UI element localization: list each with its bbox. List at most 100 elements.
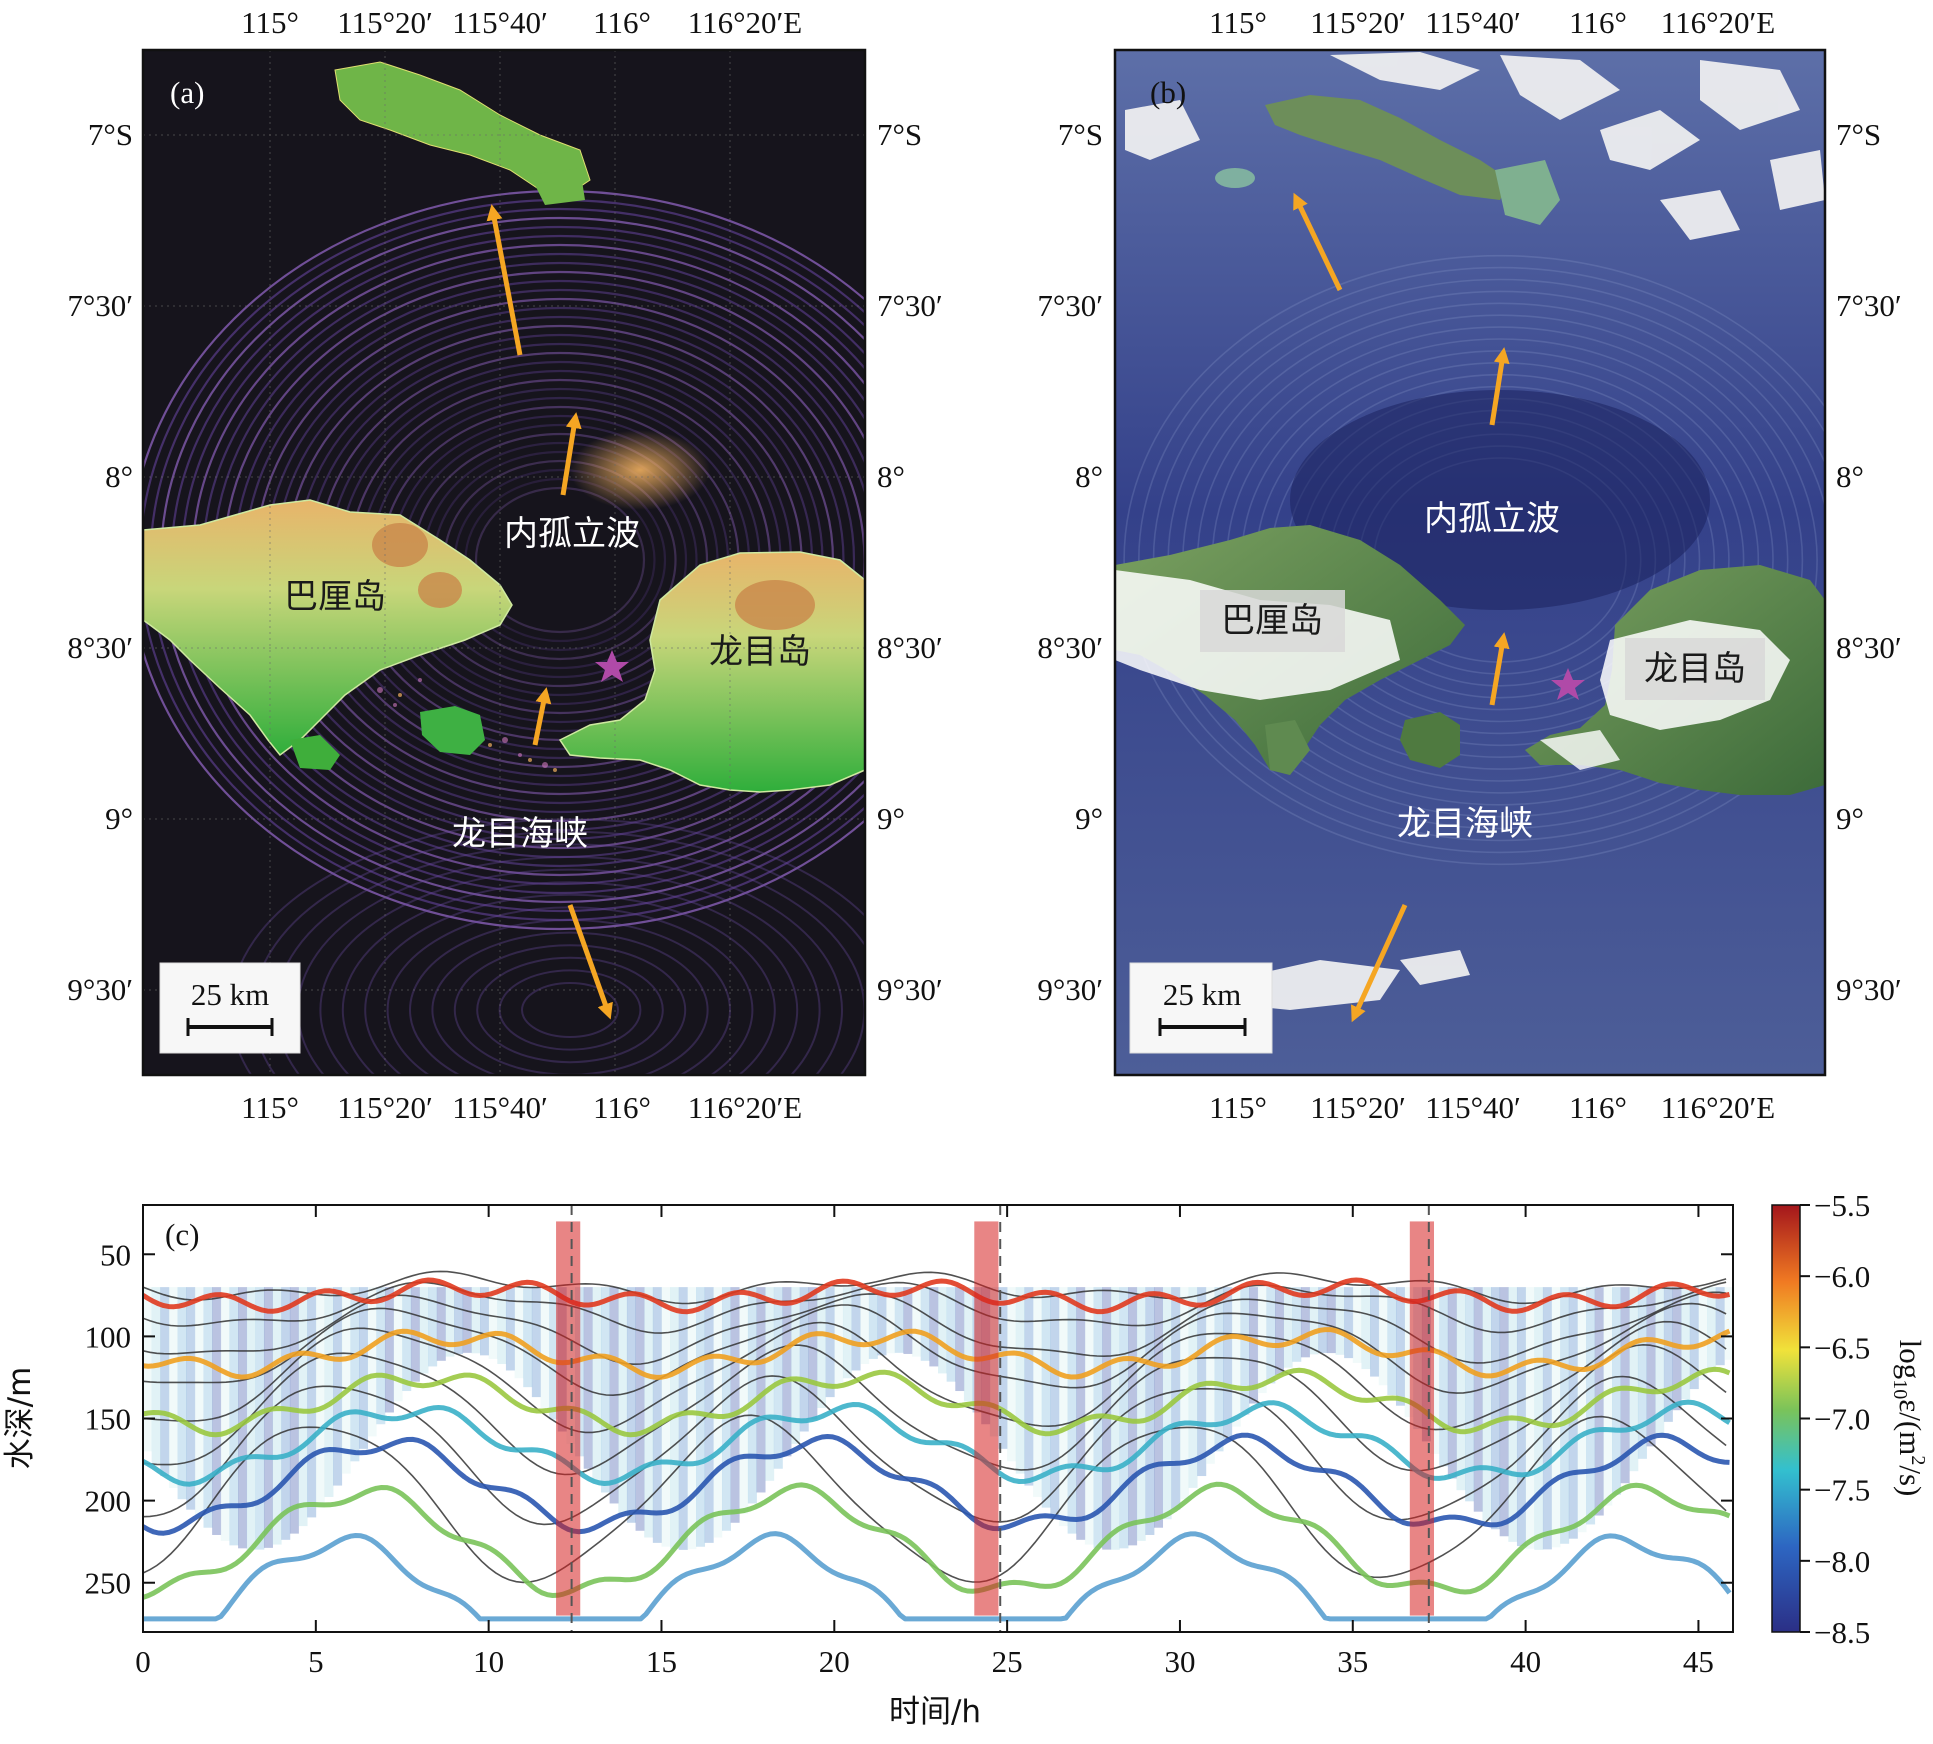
dissipation-cell xyxy=(488,1287,498,1359)
dissipation-cell xyxy=(1387,1287,1397,1396)
tick-label: 9°30′ xyxy=(1037,972,1103,1007)
dissipation-cell xyxy=(376,1287,386,1425)
dissipation-cell xyxy=(480,1287,489,1356)
tick-label: 7°S xyxy=(1058,117,1103,152)
panel-a-scale-bar xyxy=(159,962,301,1054)
x-tick-label: 20 xyxy=(819,1644,850,1679)
tick-label: 9° xyxy=(1836,801,1864,836)
tick-label: 8° xyxy=(1075,459,1103,494)
epsilon-trace xyxy=(143,1327,1731,1380)
colorbar-tick-label: −8.0 xyxy=(1814,1544,1870,1579)
dissipation-cell xyxy=(842,1287,852,1379)
wave-ring-south xyxy=(521,982,619,1038)
dissipation-cell xyxy=(1309,1287,1319,1355)
dissipation-cell xyxy=(1257,1287,1267,1394)
x-tick-label: 30 xyxy=(1164,1644,1195,1679)
dissipation-cell xyxy=(549,1287,559,1420)
wave-ring xyxy=(474,486,646,634)
dissipation-cell xyxy=(1214,1287,1224,1452)
x-tick-label: 35 xyxy=(1337,1644,1368,1679)
dissipation-cell xyxy=(1603,1287,1613,1506)
panel-b-scale-text: 25 km xyxy=(1163,977,1241,1012)
epsilon-trace xyxy=(143,1366,1731,1438)
tick-label: 8°30′ xyxy=(877,630,943,665)
tick-label: 8° xyxy=(877,459,905,494)
dissipation-cell xyxy=(1344,1287,1354,1359)
dissipation-cell xyxy=(963,1287,973,1402)
dissipation-cell xyxy=(678,1287,688,1550)
dissipation-cell xyxy=(1620,1287,1630,1484)
tick-label: 115° xyxy=(1209,1090,1267,1125)
dissipation-cell xyxy=(436,1287,446,1361)
dissipation-cell xyxy=(938,1287,947,1374)
mixing-event xyxy=(556,1221,581,1616)
tick-label: 115°20′ xyxy=(337,1090,433,1125)
dissipation-cell xyxy=(505,1287,515,1371)
dissipation-cell xyxy=(1637,1287,1647,1459)
tick-label: 115°40′ xyxy=(1425,1090,1521,1125)
dissipation-cell xyxy=(912,1287,922,1357)
dissipation-cell xyxy=(229,1287,239,1546)
panel-b-right-ticks: 7°S 7°30′ 8° 8°30′ 9° 9°30′ xyxy=(1836,117,1902,1007)
tick-label: 115°40′ xyxy=(452,5,548,40)
dissipation-cell xyxy=(1266,1287,1276,1384)
dissipation-cell xyxy=(428,1287,438,1367)
tick-label: 9°30′ xyxy=(877,972,943,1007)
y-tick-label: 200 xyxy=(85,1484,132,1519)
dissipation-cell xyxy=(730,1287,740,1523)
tick-label: 116°20′E xyxy=(1661,5,1775,40)
dissipation-cell xyxy=(747,1287,757,1504)
dissipation-cell xyxy=(212,1287,222,1535)
dissipation-cell xyxy=(1033,1287,1043,1497)
dissipation-cell xyxy=(1395,1287,1405,1406)
dissipation-cell xyxy=(773,1287,783,1469)
dissipation-cell xyxy=(402,1287,412,1392)
tick-label: 115° xyxy=(241,1090,299,1125)
y-tick-label: 100 xyxy=(85,1319,132,1354)
dissipation-cell xyxy=(756,1287,766,1493)
dissipation-cell xyxy=(151,1287,161,1464)
isotherm-line xyxy=(143,1281,1727,1334)
panel-b-left-ticks: 7°S 7°30′ 8° 8°30′ 9° 9°30′ xyxy=(1037,117,1103,1007)
x-tick-label: 45 xyxy=(1683,1644,1714,1679)
colorbar-tick-label: −6.5 xyxy=(1814,1330,1870,1365)
dissipation-cell xyxy=(618,1287,628,1514)
dissipation-cell xyxy=(1447,1287,1457,1479)
dissipation-cell xyxy=(1231,1287,1241,1427)
tick-label: 115°40′ xyxy=(1425,5,1521,40)
panel-b-label: (b) xyxy=(1150,75,1186,110)
dissipation-cell xyxy=(791,1287,801,1444)
tick-label: 115° xyxy=(241,5,299,40)
panel-a-star xyxy=(595,650,629,682)
isotherm-line xyxy=(143,1343,1727,1476)
dissipation-cell xyxy=(1378,1287,1388,1386)
dissipation-cell xyxy=(661,1287,671,1547)
tick-label: 9°30′ xyxy=(1836,972,1902,1007)
colorbar-label: log10ε/(m2/s) xyxy=(1889,1340,1929,1497)
panel-b-scale-bar xyxy=(1129,962,1273,1054)
dissipation-cell xyxy=(1689,1287,1699,1390)
tick-label: 115°20′ xyxy=(1310,5,1406,40)
nusa-penida-b xyxy=(1400,712,1460,768)
panel-c: 0 5 10 15 20 25 30 35 40 45 50 100 150 200 250 −5.5 −6.… xyxy=(85,1188,1871,1679)
dissipation-cell xyxy=(1456,1287,1466,1491)
dissipation-cell xyxy=(1663,1287,1673,1422)
dissipation-cell xyxy=(1352,1287,1362,1363)
dissipation-cell xyxy=(1335,1287,1345,1355)
panel-a-top-ticks: 115° 115°20′ 115°40′ 116° 116°20′E xyxy=(241,5,802,40)
dissipation-cell xyxy=(851,1287,861,1371)
dissipation-cell xyxy=(1154,1287,1164,1528)
dissipation-cell xyxy=(255,1287,265,1550)
isotherm-line xyxy=(143,1270,1727,1305)
dissipation-cell xyxy=(877,1287,887,1356)
dissipation-cell xyxy=(868,1287,878,1359)
dissipation-cell xyxy=(955,1287,965,1392)
dissipation-cell xyxy=(808,1287,818,1420)
tick-label: 8° xyxy=(105,459,133,494)
panel-b-bottom-ticks: 115° 115°20′ 115°40′ 116° 116°20′E xyxy=(1209,1090,1775,1125)
dissipation-cell xyxy=(1162,1287,1172,1520)
tick-label: 115°40′ xyxy=(452,1090,548,1125)
dissipation-cell xyxy=(1681,1287,1691,1400)
dissipation-cell xyxy=(721,1287,731,1531)
